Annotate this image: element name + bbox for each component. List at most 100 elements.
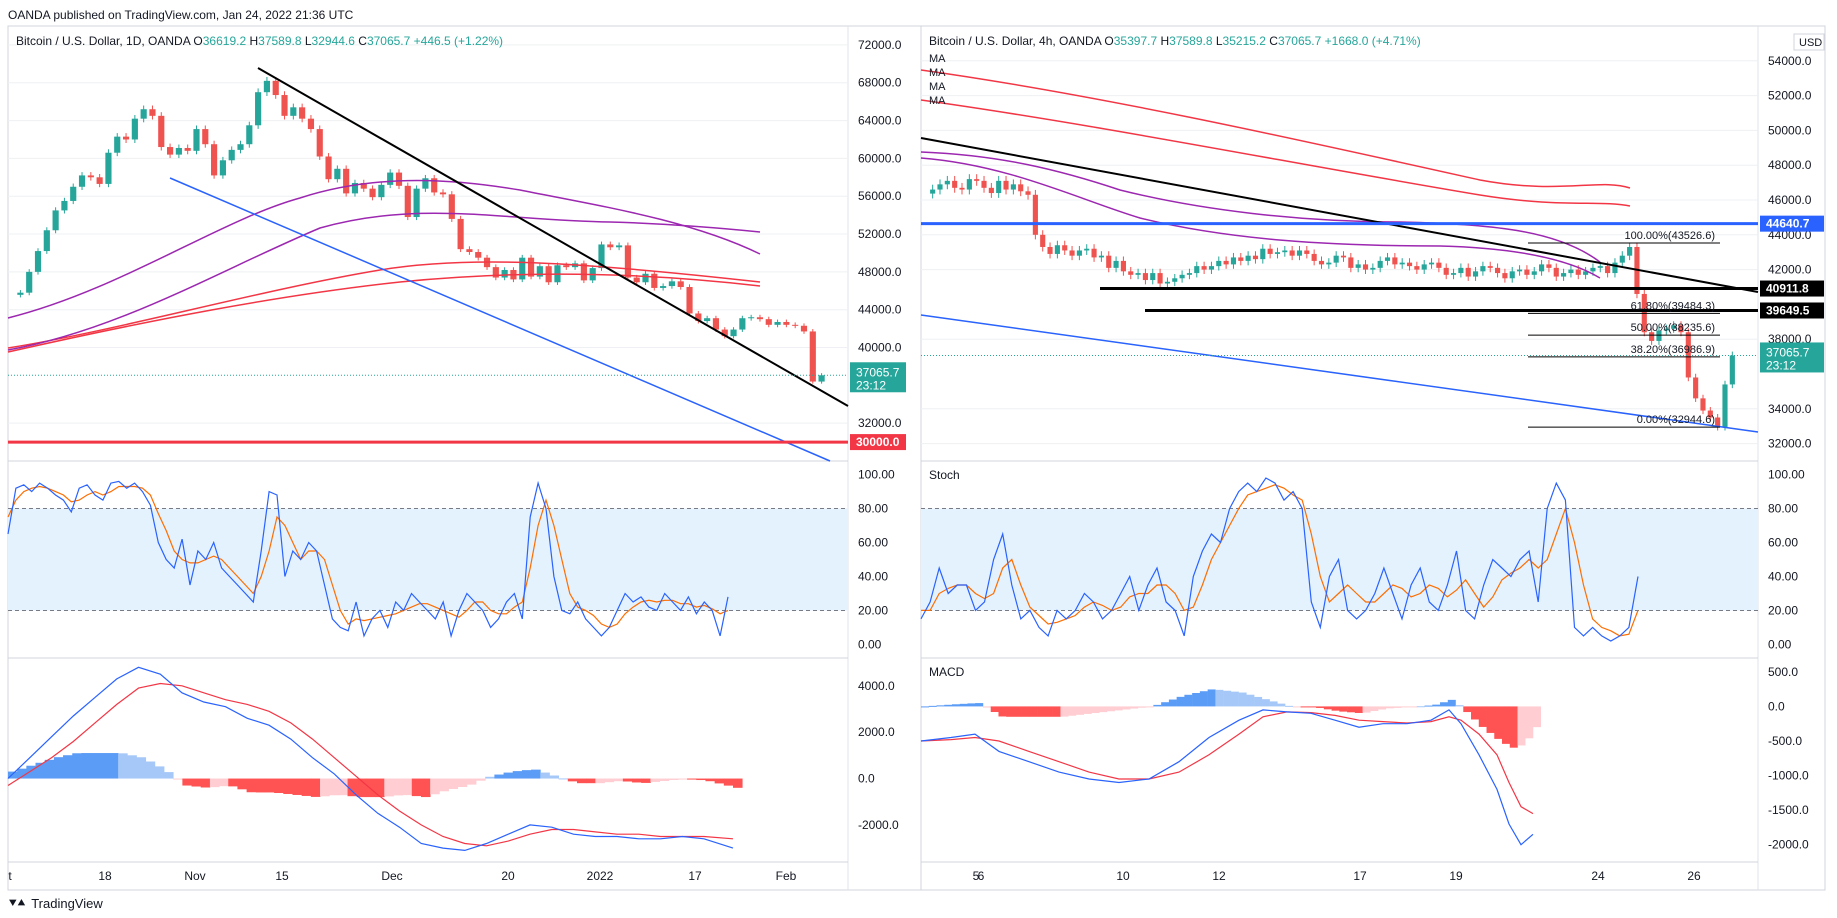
macd-histogram-bar (723, 778, 734, 786)
candle (800, 325, 808, 332)
candle (1707, 410, 1713, 418)
macd-histogram-bar (439, 778, 449, 792)
macd-histogram-bar (1440, 702, 1449, 707)
x-tick-label: 5 (973, 869, 980, 883)
macd-line (7, 666, 734, 852)
y-tick-label: 0.00 (858, 637, 882, 651)
macd-histogram-bar (108, 753, 119, 779)
price-label: 37065.7 (1766, 345, 1810, 359)
macd-histogram-bar (1215, 689, 1224, 707)
macd-histogram-bar (1362, 706, 1371, 713)
candle (1120, 260, 1126, 272)
macd-histogram-bar (959, 703, 968, 707)
level-label-bg (1760, 215, 1824, 232)
candle (1164, 281, 1170, 284)
x-tick-label: Nov (184, 869, 205, 883)
x-tick-label: 18 (98, 869, 112, 883)
macd-histogram-bar (613, 778, 624, 782)
candle (1157, 273, 1163, 284)
candle (1472, 271, 1479, 277)
macd-line (920, 709, 1534, 846)
macd-histogram-bar (1533, 706, 1541, 728)
macd-histogram-bar (1486, 706, 1495, 733)
publish-info: OANDA published on TradingView.com, Jan … (8, 8, 354, 22)
currency-label: USD (1799, 37, 1822, 49)
macd-histogram-bar (1052, 706, 1061, 717)
trendline-blue (920, 314, 1759, 433)
macd-histogram-bar (1161, 702, 1170, 707)
pane-label: Stoch (929, 468, 960, 482)
fib-label: 100.00%(43526.6) (1624, 230, 1715, 242)
macd-histogram-bar (35, 762, 46, 779)
y-tick-label: -1000.0 (1768, 769, 1809, 783)
candle (1142, 273, 1148, 281)
candle (1098, 255, 1104, 258)
chart-title-right: Bitcoin / U.S. Dollar, 4h, OANDA O35397.… (929, 34, 1421, 48)
stoch-k-line (920, 477, 1639, 642)
candle (1223, 260, 1229, 265)
macd-histogram-bar (622, 778, 633, 782)
candle (448, 194, 455, 219)
y-tick-label: 4000.0 (858, 679, 895, 693)
candle (1605, 266, 1611, 274)
stoch-band (921, 508, 1758, 611)
candle (1671, 325, 1677, 329)
macd-histogram-bar (81, 753, 91, 779)
candle (1113, 260, 1119, 268)
level-label: 30000.0 (856, 435, 900, 449)
candle (1531, 271, 1537, 275)
macd-histogram-bar (1021, 706, 1030, 717)
candle (228, 149, 235, 161)
candle (1326, 262, 1332, 265)
level-label: 40911.8 (1766, 282, 1809, 296)
candle (1150, 273, 1156, 281)
macd-histogram-bar (118, 753, 128, 779)
candle (1340, 255, 1347, 258)
stoch-d-line (921, 484, 1639, 637)
candle (281, 95, 288, 116)
macd-histogram-bar (292, 778, 303, 795)
candle (246, 125, 253, 145)
candle (1546, 264, 1552, 268)
candle (1399, 262, 1405, 265)
candle (730, 329, 737, 337)
candle (1245, 255, 1251, 261)
macd-histogram-bar (641, 778, 651, 783)
candle (1304, 250, 1310, 254)
macd-histogram-bar (1424, 705, 1433, 707)
macd-histogram-bar (384, 778, 394, 797)
x-tick-label: 6 (978, 869, 985, 883)
candle (1487, 266, 1493, 268)
macd-histogram-bar (448, 778, 459, 789)
candle (704, 318, 711, 322)
candle (1428, 262, 1435, 265)
y-tick-label: 0.0 (1768, 699, 1785, 713)
candle (1597, 266, 1603, 268)
candle (1348, 257, 1354, 268)
x-tick-label: 2022 (587, 869, 614, 883)
candle (166, 147, 174, 155)
x-tick-label: 10 (1116, 869, 1130, 883)
macd-histogram-bar (63, 755, 73, 779)
macd-histogram-bar (17, 768, 27, 779)
macd-histogram-bar (1153, 704, 1162, 707)
macd-histogram-bar (1393, 706, 1402, 708)
candle (34, 251, 42, 272)
candle (607, 244, 614, 248)
ma-label: MA (929, 67, 946, 79)
candle (307, 118, 315, 130)
macd-histogram-bar (338, 778, 348, 796)
candle (87, 175, 94, 178)
macd-histogram-bar (696, 778, 706, 781)
macd-histogram-bar (154, 766, 165, 779)
candle (1362, 264, 1369, 270)
macd-histogram-bar (714, 778, 725, 784)
macd-histogram-bar (982, 706, 991, 708)
macd-histogram-bar (228, 778, 238, 787)
candle (378, 184, 385, 198)
candle (1069, 250, 1075, 256)
macd-histogram-bar (668, 778, 679, 780)
macd-histogram-bar (72, 753, 82, 779)
currency-box (1793, 33, 1825, 51)
